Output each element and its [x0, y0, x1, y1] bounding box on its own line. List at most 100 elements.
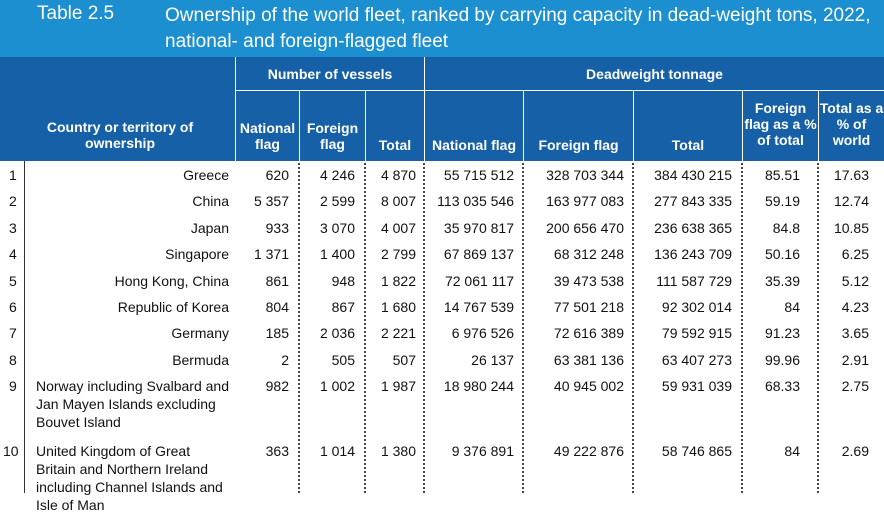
row-rank: 1 — [9, 167, 17, 183]
cell-pct-world: 2.91 — [841, 352, 869, 368]
header-divider — [742, 90, 743, 161]
header-group-dwt: Deadweight tonnage — [586, 66, 723, 82]
cell-d-for: 49 222 876 — [553, 443, 624, 459]
row-rank: 3 — [9, 220, 17, 236]
cell-d-for: 163 977 083 — [546, 193, 624, 209]
cell-d-tot: 384 430 215 — [654, 167, 732, 183]
cell-v-nat: 804 — [265, 299, 289, 315]
row-rank: 5 — [9, 273, 17, 289]
header-divider — [235, 57, 236, 161]
cell-v-tot: 507 — [392, 352, 416, 368]
column-separator — [423, 163, 425, 493]
header-vessels-foreign: Foreign flag — [306, 120, 359, 152]
cell-d-for: 328 703 344 — [546, 167, 624, 183]
cell-d-nat: 9 376 891 — [451, 443, 514, 459]
header-divider — [523, 90, 524, 161]
cell-pct-for: 50.16 — [764, 246, 800, 262]
cell-v-nat: 1 371 — [253, 246, 289, 262]
cell-v-nat: 185 — [265, 325, 289, 341]
cell-v-tot: 4 007 — [380, 220, 416, 236]
cell-v-for: 1 400 — [319, 246, 355, 262]
cell-d-tot: 111 587 729 — [656, 273, 732, 289]
cell-d-for: 63 381 136 — [553, 352, 624, 368]
cell-pct-for: 59.19 — [764, 193, 800, 209]
cell-d-for: 72 616 389 — [553, 325, 624, 341]
cell-d-for: 40 945 002 — [553, 378, 624, 394]
cell-v-for: 505 — [331, 352, 355, 368]
cell-d-tot: 136 243 709 — [654, 246, 732, 262]
row-country: Germany — [171, 325, 229, 341]
cell-v-for: 2 036 — [319, 325, 355, 341]
cell-pct-for: 85.51 — [764, 167, 800, 183]
column-separator — [364, 163, 366, 493]
table-number: Table 2.5 — [37, 3, 115, 24]
cell-v-tot: 4 870 — [380, 167, 416, 183]
column-separator — [298, 163, 300, 493]
cell-pct-world: 10.85 — [833, 220, 869, 236]
header-divider — [818, 90, 819, 161]
header-divider — [235, 90, 884, 91]
cell-d-nat: 14 767 539 — [443, 299, 514, 315]
cell-d-nat: 113 035 546 — [437, 193, 514, 209]
row-country: Greece — [183, 167, 229, 183]
row-country: Japan — [190, 220, 229, 236]
row-country: Norway including Svalbard and Jan Mayen … — [36, 378, 229, 430]
cell-v-for: 1 014 — [319, 443, 355, 459]
cell-pct-world: 2.69 — [841, 443, 869, 459]
column-separator — [741, 163, 743, 493]
header-group-vessels: Number of vessels — [267, 66, 393, 82]
cell-v-tot: 1 380 — [380, 443, 416, 459]
row-rank: 6 — [9, 299, 17, 315]
cell-v-tot: 2 221 — [380, 325, 416, 341]
cell-pct-world: 4.23 — [841, 299, 869, 315]
header-vessels-total: Total — [378, 137, 412, 153]
cell-pct-world: 5.12 — [841, 273, 869, 289]
cell-v-for: 867 — [331, 299, 355, 315]
table-header: Country or territory of ownership Number… — [0, 57, 884, 161]
cell-d-nat: 72 061 117 — [444, 273, 514, 289]
cell-v-nat: 363 — [265, 443, 289, 459]
cell-d-for: 200 656 470 — [546, 220, 624, 236]
cell-d-tot: 59 931 039 — [661, 378, 732, 394]
row-rank: 8 — [9, 352, 17, 368]
header-divider — [633, 90, 634, 161]
column-separator — [817, 163, 819, 493]
row-country: Bermuda — [172, 352, 229, 368]
cell-v-tot: 2 799 — [380, 246, 416, 262]
row-rank: 7 — [9, 325, 17, 341]
row-rank: 9 — [9, 378, 17, 394]
cell-pct-world: 12.74 — [833, 193, 869, 209]
cell-v-nat: 5 357 — [253, 193, 289, 209]
row-country: Republic of Korea — [117, 299, 229, 315]
header-world-pct: Total as a % of world — [819, 100, 884, 148]
table-body: 1 Greece 620 4 246 4 870 55 715 512 328 703 34… — [0, 161, 884, 513]
cell-v-tot: 1 680 — [380, 299, 416, 315]
cell-d-tot: 277 843 335 — [654, 193, 732, 209]
cell-d-nat: 18 980 244 — [443, 378, 514, 394]
cell-v-nat: 982 — [265, 378, 289, 394]
header-dwt-national: National flag — [431, 137, 516, 153]
cell-pct-for: 84 — [784, 299, 800, 315]
cell-d-nat: 55 715 512 — [443, 167, 514, 183]
cell-d-nat: 67 869 137 — [443, 246, 514, 262]
cell-d-tot: 63 407 273 — [661, 352, 732, 368]
row-country: China — [192, 193, 229, 209]
header-dwt-total: Total — [671, 137, 705, 153]
cell-d-tot: 58 746 865 — [661, 443, 732, 459]
cell-v-for: 2 599 — [319, 193, 355, 209]
header-vessels-national: National flag — [239, 120, 296, 152]
column-separator — [632, 163, 634, 493]
cell-pct-for: 91.23 — [764, 325, 800, 341]
cell-pct-for: 84.8 — [772, 220, 800, 236]
row-rank: 10 — [3, 443, 19, 459]
cell-d-tot: 236 638 365 — [654, 220, 732, 236]
cell-d-tot: 79 592 915 — [661, 325, 732, 341]
cell-pct-world: 3.65 — [841, 325, 869, 341]
cell-v-for: 1 002 — [319, 378, 355, 394]
column-separator — [522, 163, 524, 493]
row-rank: 4 — [9, 246, 17, 262]
cell-v-tot: 8 007 — [380, 193, 416, 209]
cell-v-nat: 861 — [265, 273, 289, 289]
cell-v-nat: 620 — [265, 167, 289, 183]
header-divider — [365, 90, 366, 161]
